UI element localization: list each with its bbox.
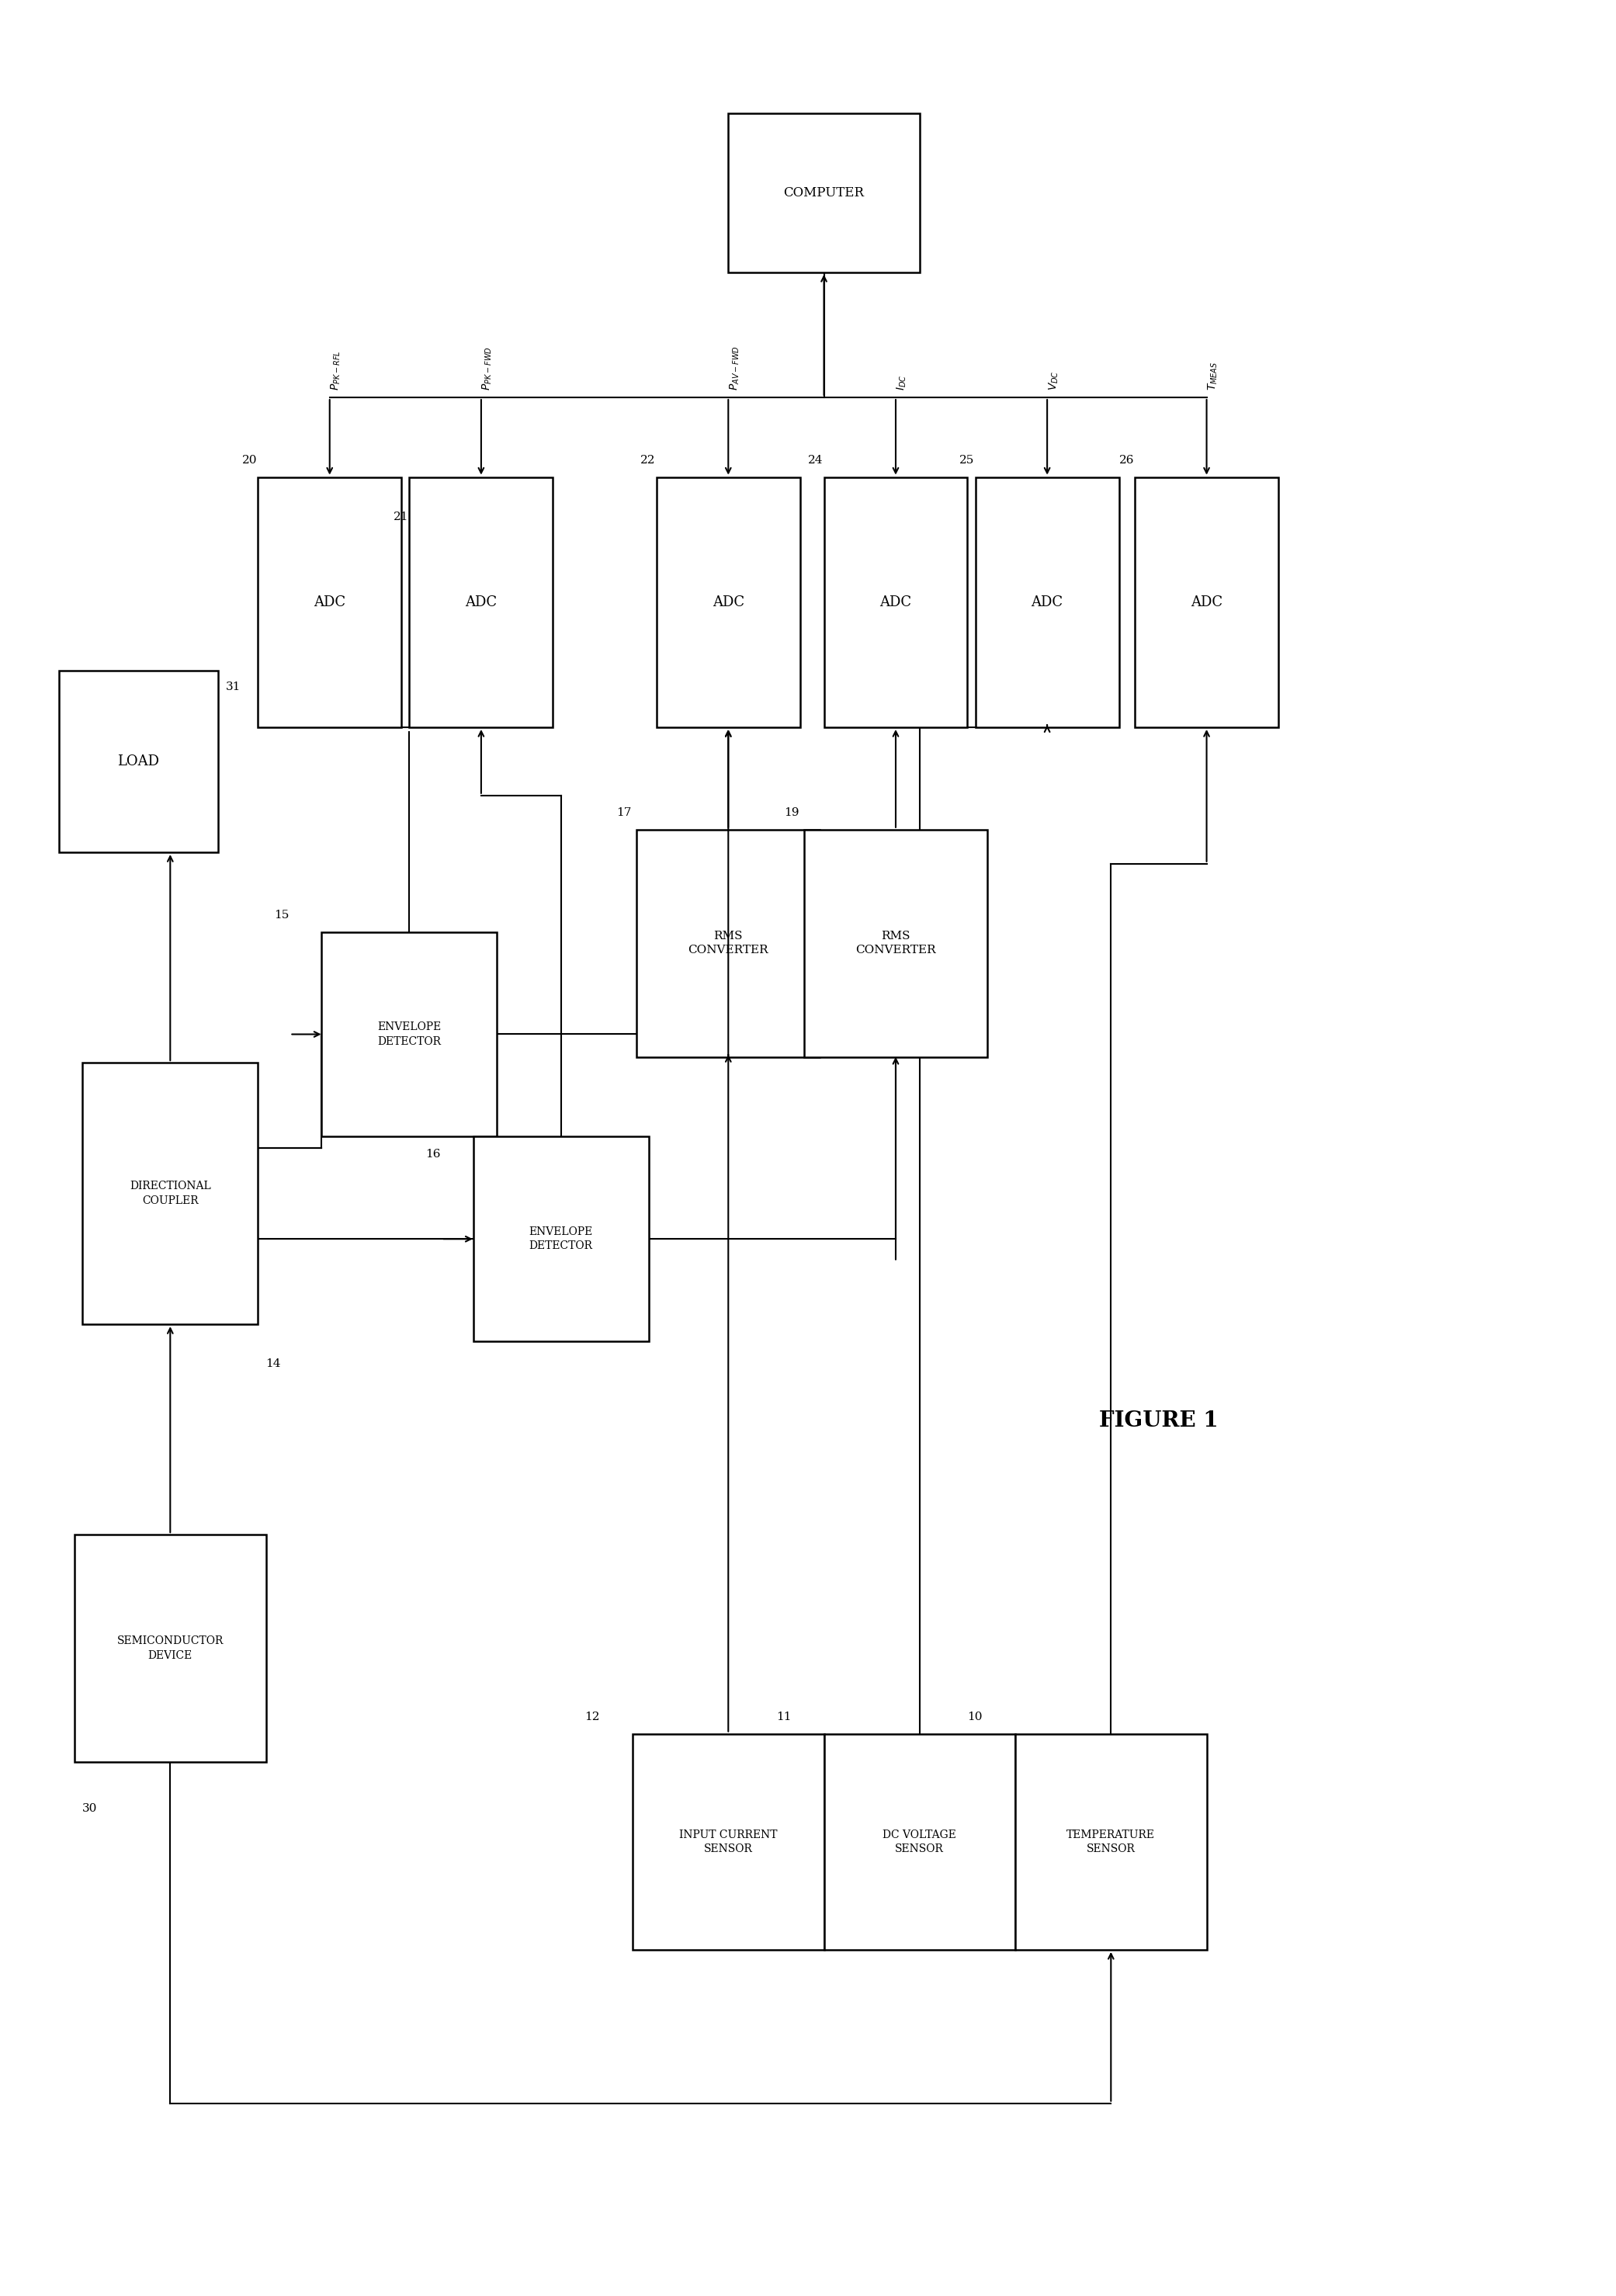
Text: $P_{PK-RFL}$: $P_{PK-RFL}$ bbox=[330, 351, 343, 390]
Text: INPUT CURRENT
SENSOR: INPUT CURRENT SENSOR bbox=[679, 1830, 777, 1855]
Bar bbox=[74, 1534, 267, 1761]
Bar bbox=[473, 1137, 648, 1341]
Text: DC VOLTAGE
SENSOR: DC VOLTAGE SENSOR bbox=[882, 1830, 957, 1855]
Text: 12: 12 bbox=[585, 1711, 600, 1722]
Text: ENVELOPE
DETECTOR: ENVELOPE DETECTOR bbox=[378, 1022, 441, 1047]
Text: 17: 17 bbox=[617, 808, 632, 817]
Text: RMS
CONVERTER: RMS CONVERTER bbox=[855, 930, 936, 955]
Bar bbox=[976, 478, 1118, 728]
Bar bbox=[824, 1733, 1015, 1949]
Text: 25: 25 bbox=[960, 455, 974, 466]
Text: 11: 11 bbox=[776, 1711, 792, 1722]
Text: $V_{DC}$: $V_{DC}$ bbox=[1047, 370, 1060, 390]
Text: TEMPERATURE
SENSOR: TEMPERATURE SENSOR bbox=[1067, 1830, 1155, 1855]
Text: 24: 24 bbox=[808, 455, 823, 466]
Bar bbox=[82, 1063, 259, 1325]
Text: 10: 10 bbox=[968, 1711, 983, 1722]
Bar bbox=[409, 478, 553, 728]
Bar bbox=[805, 829, 987, 1056]
Text: $P_{AV-FWD}$: $P_{AV-FWD}$ bbox=[729, 347, 742, 390]
Bar bbox=[656, 478, 800, 728]
Bar bbox=[637, 829, 819, 1056]
Text: ADC: ADC bbox=[1191, 595, 1223, 608]
Bar bbox=[632, 1733, 824, 1949]
Bar bbox=[259, 478, 401, 728]
Text: $T_{MEAS}$: $T_{MEAS}$ bbox=[1207, 360, 1220, 390]
Text: 21: 21 bbox=[393, 512, 409, 523]
Text: DIRECTIONAL
COUPLER: DIRECTIONAL COUPLER bbox=[129, 1180, 210, 1205]
Text: ENVELOPE
DETECTOR: ENVELOPE DETECTOR bbox=[528, 1226, 593, 1251]
Text: COMPUTER: COMPUTER bbox=[784, 186, 865, 200]
Text: ADC: ADC bbox=[314, 595, 346, 608]
Text: 16: 16 bbox=[425, 1148, 441, 1159]
Text: 19: 19 bbox=[784, 808, 800, 817]
Text: SEMICONDUCTOR
DEVICE: SEMICONDUCTOR DEVICE bbox=[116, 1635, 223, 1660]
Bar bbox=[729, 113, 920, 273]
Text: 30: 30 bbox=[82, 1802, 97, 1814]
Text: ADC: ADC bbox=[879, 595, 911, 608]
Text: 31: 31 bbox=[226, 682, 241, 693]
Bar bbox=[322, 932, 498, 1137]
Bar bbox=[1134, 478, 1278, 728]
Text: $I_{DC}$: $I_{DC}$ bbox=[895, 374, 908, 390]
Text: $P_{PK-FWD}$: $P_{PK-FWD}$ bbox=[482, 347, 494, 390]
Text: ADC: ADC bbox=[713, 595, 745, 608]
Text: LOAD: LOAD bbox=[118, 755, 160, 769]
Text: 15: 15 bbox=[273, 909, 289, 921]
Bar bbox=[1015, 1733, 1207, 1949]
Text: 14: 14 bbox=[267, 1359, 281, 1368]
Text: ADC: ADC bbox=[465, 595, 498, 608]
Text: 22: 22 bbox=[640, 455, 656, 466]
Text: 20: 20 bbox=[242, 455, 257, 466]
Bar bbox=[58, 670, 218, 852]
Text: ADC: ADC bbox=[1031, 595, 1063, 608]
Text: 26: 26 bbox=[1118, 455, 1134, 466]
Bar bbox=[824, 478, 968, 728]
Text: FIGURE 1: FIGURE 1 bbox=[1099, 1410, 1218, 1430]
Text: RMS
CONVERTER: RMS CONVERTER bbox=[688, 930, 769, 955]
